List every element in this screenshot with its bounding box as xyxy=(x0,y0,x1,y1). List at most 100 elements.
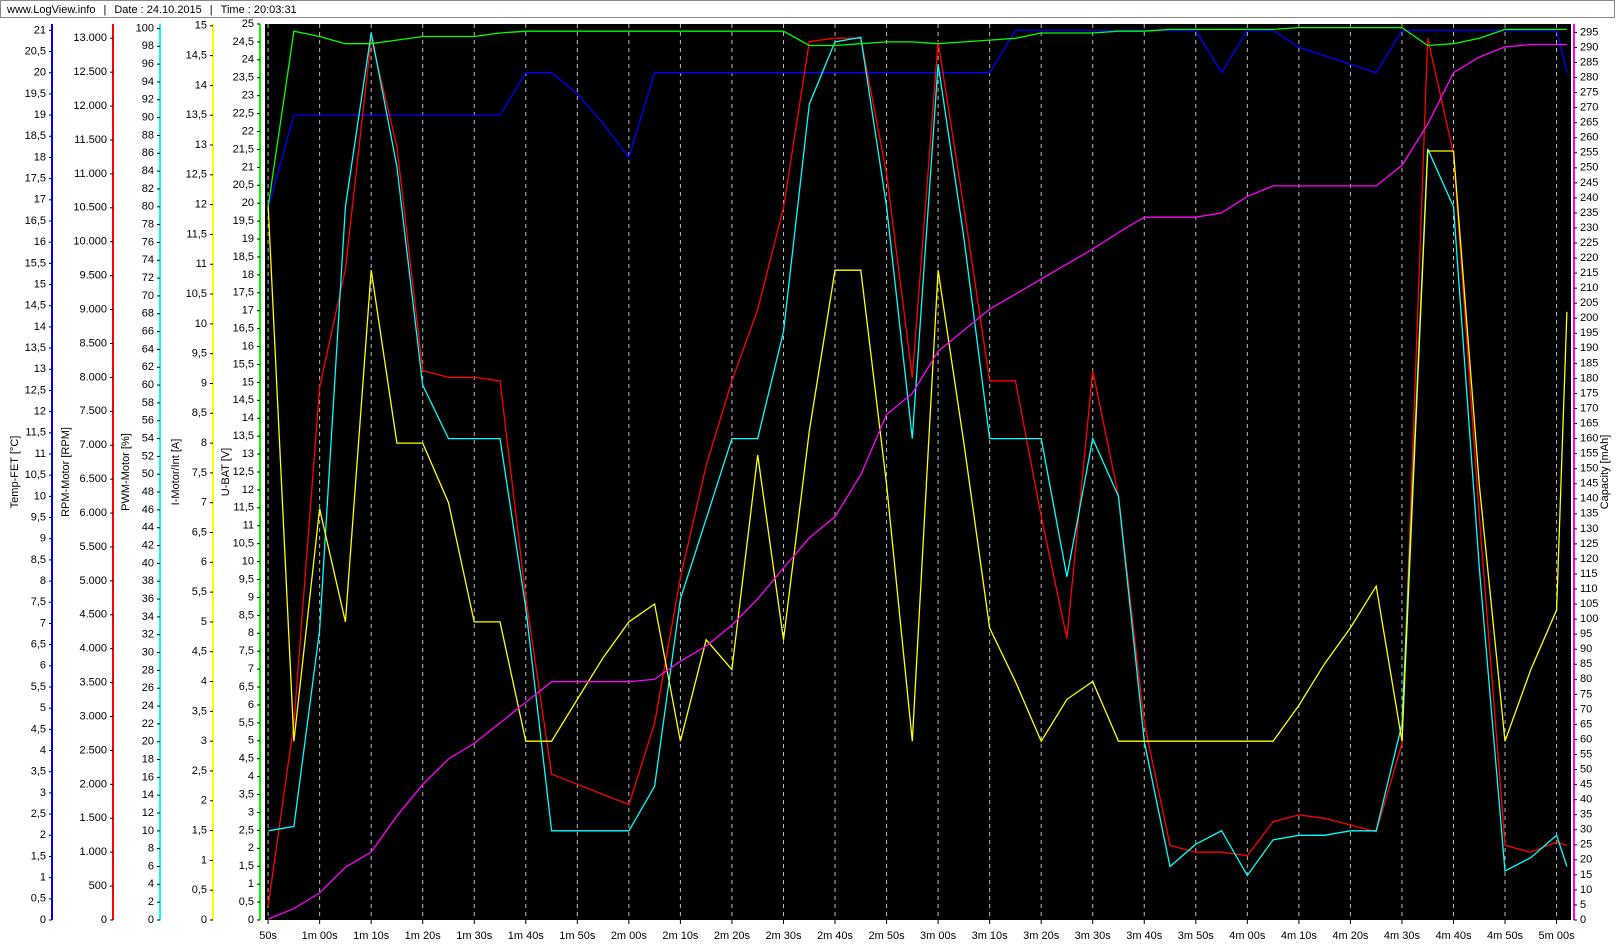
y-tick-label: 5,5 xyxy=(31,681,46,693)
y-tick-label: 82 xyxy=(142,183,154,195)
y-tick-label: 11 xyxy=(196,258,207,270)
y-tick-label: 2.500 xyxy=(79,744,107,756)
y-tick-label: 18 xyxy=(34,151,46,163)
y-tick-label: 24,5 xyxy=(233,36,254,48)
y-tick-label: 100 xyxy=(136,22,154,34)
y-tick-label: 265 xyxy=(1580,117,1598,129)
axis-title: U-BAT [V] xyxy=(220,448,232,497)
y-tick-label: 190 xyxy=(1580,342,1598,354)
y-tick-label: 280 xyxy=(1580,71,1598,83)
y-tick-label: 10 xyxy=(34,490,46,502)
y-tick-label: 10,5 xyxy=(25,469,46,481)
y-tick-label: 1,5 xyxy=(192,824,207,836)
y-tick-label: 12,5 xyxy=(25,384,46,396)
y-tick-label: 6,5 xyxy=(192,526,207,538)
y-tick-label: 2 xyxy=(148,896,154,908)
y-tick-label: 84 xyxy=(142,165,154,177)
y-tick-label: 2,5 xyxy=(31,808,46,820)
y-tick-label: 1,5 xyxy=(239,860,254,872)
y-tick-label: 13,5 xyxy=(233,430,254,442)
y-tick-label: 14,5 xyxy=(25,300,46,312)
y-tick-label: 85 xyxy=(1580,658,1592,670)
x-tick-label: 4m 30s xyxy=(1384,930,1421,942)
y-tick-label: 1 xyxy=(248,878,254,890)
x-tick-label: 1m 40s xyxy=(508,930,545,942)
y-tick-label: 5.500 xyxy=(79,541,107,553)
y-tick-label: 155 xyxy=(1580,448,1598,460)
x-tick-label: 1m 20s xyxy=(405,930,442,942)
y-tick-label: 10,5 xyxy=(186,288,207,300)
y-tick-label: 2 xyxy=(248,842,254,854)
series-line xyxy=(267,32,1568,877)
y-tick-label: 12.000 xyxy=(73,100,107,112)
y-tick-label: 30 xyxy=(1580,824,1592,836)
y-tick-label: 150 xyxy=(1580,463,1598,475)
y-tick-label: 3 xyxy=(201,735,207,747)
y-tick-label: 6.500 xyxy=(79,473,107,485)
y-tick-label: 145 xyxy=(1580,478,1598,490)
x-tick-label: 3m 30s xyxy=(1075,930,1112,942)
y-tick-label: 32 xyxy=(142,629,154,641)
y-tick-label: 1 xyxy=(201,854,207,866)
y-tick-label: 4,5 xyxy=(31,723,46,735)
y-tick-label: 42 xyxy=(142,539,154,551)
y-tick-label: 10,5 xyxy=(233,538,254,550)
y-tick-label: 80 xyxy=(142,201,154,213)
x-tick-label: 1m 00s xyxy=(302,930,339,942)
y-tick-label: 45 xyxy=(1580,779,1592,791)
x-tick-label: 1m 10s xyxy=(353,930,390,942)
y-tick-label: 94 xyxy=(142,76,154,88)
y-tick-label: 12 xyxy=(34,406,46,418)
axis-title: RPM-Motor [RPM] xyxy=(60,427,72,517)
x-tick-label: 4m 10s xyxy=(1281,930,1318,942)
y-tick-label: 17,5 xyxy=(233,287,254,299)
y-tick-label: 0,5 xyxy=(31,893,46,905)
y-tick-label: 3 xyxy=(40,787,46,799)
y-tick-label: 290 xyxy=(1580,41,1598,53)
y-tick-label: 86 xyxy=(142,147,154,159)
y-tick-label: 11,5 xyxy=(25,427,46,439)
y-tick-label: 11,5 xyxy=(186,228,207,240)
y-tick-label: 78 xyxy=(142,219,154,231)
y-tick-label: 48 xyxy=(142,486,154,498)
y-tick-label: 70 xyxy=(142,290,154,302)
plot-area xyxy=(265,24,1571,920)
y-tick-label: 35 xyxy=(1580,809,1592,821)
y-tick-label: 7 xyxy=(248,663,254,675)
y-tick-label: 68 xyxy=(142,308,154,320)
y-tick-label: 235 xyxy=(1580,207,1598,219)
y-tick-label: 13 xyxy=(195,139,207,151)
y-tick-label: 200 xyxy=(1580,312,1598,324)
x-tick-label: 3m 20s xyxy=(1023,930,1060,942)
y-tick-label: 4 xyxy=(201,675,207,687)
y-tick-label: 2,5 xyxy=(239,824,254,836)
y-tick-label: 4 xyxy=(148,878,154,890)
y-tick-label: 15 xyxy=(1580,869,1592,881)
y-tick-label: 25 xyxy=(242,18,254,30)
y-tick-label: 2 xyxy=(40,829,46,841)
axis-title: Temp-FET [°C] xyxy=(9,436,21,509)
y-tick-label: 0 xyxy=(201,914,207,926)
x-tick-label: 4m 00s xyxy=(1229,930,1266,942)
y-tick-label: 6 xyxy=(201,556,207,568)
y-tick-label: 5,5 xyxy=(239,717,254,729)
y-tick-label: 7,5 xyxy=(31,596,46,608)
y-tick-label: 16 xyxy=(34,236,46,248)
y-tick-label: 60 xyxy=(1580,733,1592,745)
y-tick-label: 76 xyxy=(142,236,154,248)
y-tick-label: 75 xyxy=(1580,688,1592,700)
y-tick-label: 17,5 xyxy=(25,173,46,185)
y-tick-label: 4,5 xyxy=(239,753,254,765)
y-tick-label: 50 xyxy=(142,468,154,480)
y-tick-label: 1,5 xyxy=(31,850,46,862)
y-tick-label: 12,5 xyxy=(186,169,207,181)
y-tick-label: 9,5 xyxy=(192,348,207,360)
y-tick-label: 5 xyxy=(1580,899,1586,911)
y-tick-label: 0,5 xyxy=(239,896,254,908)
y-tick-label: 0 xyxy=(1580,914,1586,926)
y-tick-label: 0,5 xyxy=(192,884,207,896)
y-tick-label: 12 xyxy=(142,807,154,819)
y-tick-label: 230 xyxy=(1580,222,1598,234)
y-tick-label: 295 xyxy=(1580,26,1598,38)
